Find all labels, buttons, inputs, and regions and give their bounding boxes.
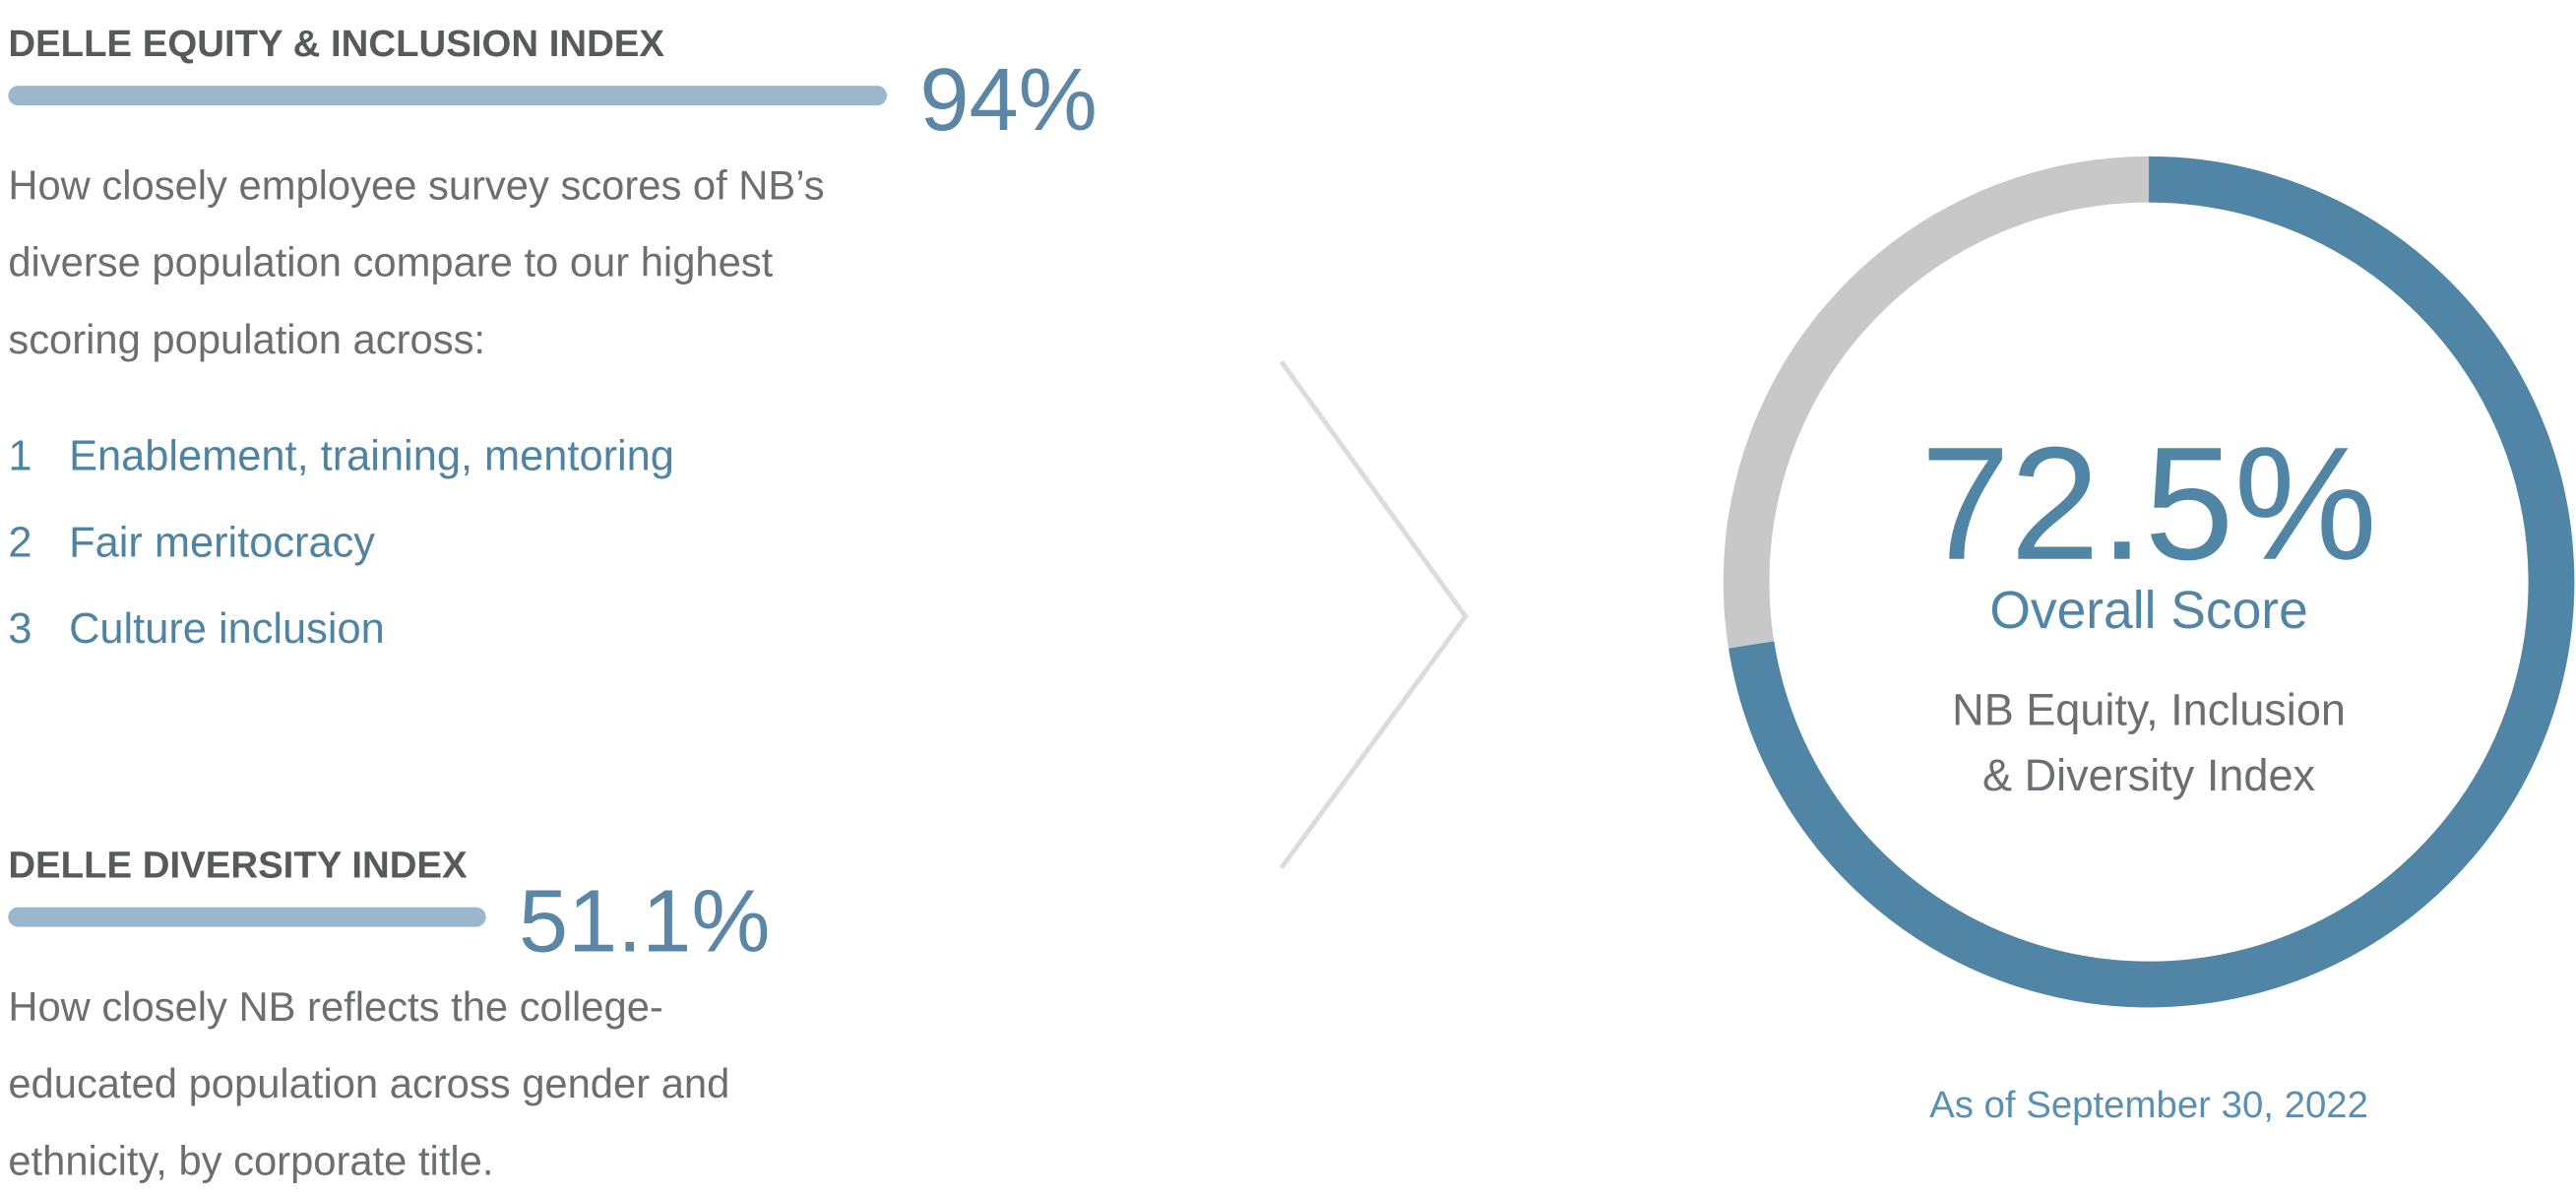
index-title: DELLE EQUITY & INCLUSION INDEX	[8, 23, 664, 65]
index-description: educated population across gender and	[8, 1060, 729, 1106]
item-label: Culture inclusion	[69, 605, 385, 653]
index-value: 94%	[919, 50, 1097, 150]
donut-value: 72.5%	[1920, 413, 2377, 594]
index-bar	[8, 86, 888, 106]
index-bar	[8, 907, 486, 927]
item-number: 1	[8, 433, 31, 480]
donut-subtitle: NB Equity, Inclusion	[1952, 684, 2346, 734]
donut-label: Overall Score	[1989, 582, 2307, 640]
index-description: How closely NB reflects the college-	[8, 983, 662, 1030]
index-value: 51.1%	[519, 872, 771, 972]
index-description: How closely employee survey scores of NB…	[8, 161, 824, 208]
item-label: Enablement, training, mentoring	[69, 433, 674, 480]
index-title: DELLE DIVERSITY INDEX	[8, 845, 468, 887]
item-number: 2	[8, 519, 31, 566]
donut-subtitle: & Diversity Index	[1982, 750, 2315, 800]
donut-arc	[1728, 156, 2575, 1008]
date-note: As of September 30, 2022	[1929, 1084, 2368, 1126]
index-description: scoring population across:	[8, 316, 485, 362]
item-label: Fair meritocracy	[69, 519, 375, 566]
index-description: ethnicity, by corporate title.	[8, 1138, 493, 1184]
item-number: 3	[8, 605, 31, 653]
index-description: diverse population compare to our highes…	[8, 239, 773, 285]
chevron	[1279, 360, 1469, 870]
